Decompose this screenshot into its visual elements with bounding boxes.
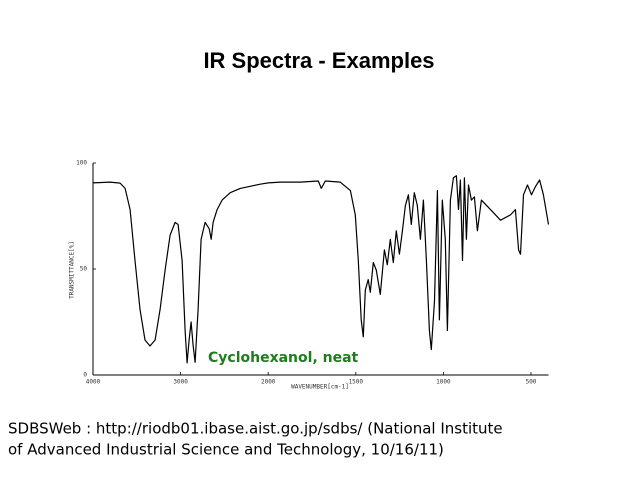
y-tick-label: 0	[83, 372, 87, 379]
footer-line: of Advanced Industrial Science and Techn…	[8, 441, 444, 459]
x-tick-label: 1500	[349, 379, 364, 386]
x-tick-label: 500	[526, 379, 537, 386]
slide-title: IR Spectra - Examples	[203, 48, 434, 73]
footer-line: SDBSWeb : http://riodb01.ibase.aist.go.j…	[8, 420, 503, 438]
x-tick-label: 4000	[86, 379, 101, 386]
x-tick-label: 1000	[436, 379, 451, 386]
y-tick-label: 100	[76, 160, 87, 167]
y-axis-label: TRANSMITTANCE[%]	[69, 241, 76, 299]
spectrum-line	[92, 175, 550, 364]
x-axis-label: WAVENUMBER[cm-1]	[291, 384, 349, 391]
annotation: Cyclohexanol, neat	[208, 350, 359, 366]
y-tick-label: 50	[80, 266, 88, 273]
x-tick-label: 2000	[261, 379, 276, 386]
x-tick-label: 3000	[173, 379, 188, 386]
